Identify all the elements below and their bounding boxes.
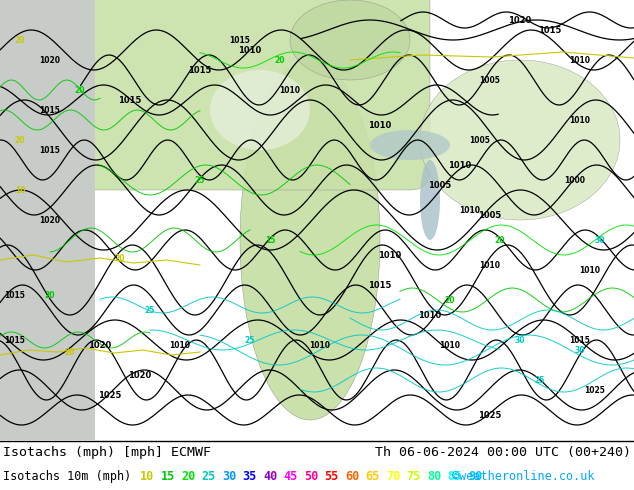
Text: 30: 30 — [222, 469, 236, 483]
Text: 15: 15 — [265, 236, 275, 245]
Text: 25: 25 — [535, 375, 545, 385]
Text: 20: 20 — [181, 469, 195, 483]
Text: 1020: 1020 — [508, 16, 532, 24]
Ellipse shape — [420, 60, 620, 220]
Text: 20: 20 — [15, 35, 25, 45]
Text: 20: 20 — [275, 55, 285, 65]
Text: 30: 30 — [595, 236, 605, 245]
Ellipse shape — [210, 70, 310, 150]
Text: 1010: 1010 — [439, 341, 460, 349]
Ellipse shape — [420, 160, 440, 240]
Text: 1010: 1010 — [378, 250, 401, 260]
Text: 50: 50 — [304, 469, 318, 483]
Text: 10: 10 — [15, 186, 25, 195]
Text: 1010: 1010 — [418, 311, 442, 319]
Text: 1010: 1010 — [169, 341, 190, 349]
Text: 1015: 1015 — [39, 105, 60, 115]
Text: 1000: 1000 — [564, 175, 586, 185]
Text: 30: 30 — [575, 345, 585, 354]
Text: 1015: 1015 — [119, 96, 141, 104]
Text: 1010: 1010 — [569, 116, 590, 124]
Text: 1010: 1010 — [460, 205, 481, 215]
Text: 1010: 1010 — [238, 46, 262, 54]
Text: 1015: 1015 — [4, 291, 25, 299]
Text: 25: 25 — [245, 336, 256, 344]
Text: 1015: 1015 — [4, 336, 25, 344]
Text: 45: 45 — [283, 469, 298, 483]
Text: Isotachs 10m (mph): Isotachs 10m (mph) — [3, 469, 131, 483]
Text: 1010: 1010 — [448, 161, 472, 170]
Text: 55: 55 — [325, 469, 339, 483]
Text: 1015: 1015 — [368, 280, 392, 290]
Text: 90: 90 — [468, 469, 482, 483]
Text: 1015: 1015 — [230, 35, 250, 45]
Text: 15: 15 — [160, 469, 175, 483]
Text: 70: 70 — [386, 469, 400, 483]
Text: 20: 20 — [495, 236, 505, 245]
Text: 65: 65 — [365, 469, 380, 483]
Text: 20: 20 — [444, 295, 455, 304]
Text: 1015: 1015 — [538, 25, 562, 34]
Text: 25: 25 — [195, 175, 205, 185]
Text: 1025: 1025 — [478, 411, 501, 419]
Text: ©weatheronline.co.uk: ©weatheronline.co.uk — [453, 469, 595, 483]
Text: 20: 20 — [65, 347, 75, 357]
Text: Isotachs (mph) [mph] ECMWF: Isotachs (mph) [mph] ECMWF — [3, 445, 211, 459]
Text: 20: 20 — [15, 136, 25, 145]
Text: 75: 75 — [406, 469, 421, 483]
Text: 20: 20 — [45, 291, 55, 299]
Text: 1010: 1010 — [579, 266, 600, 274]
Text: 35: 35 — [242, 469, 257, 483]
Ellipse shape — [240, 60, 380, 420]
Ellipse shape — [290, 0, 410, 80]
Text: 1010: 1010 — [368, 121, 392, 129]
Ellipse shape — [370, 130, 450, 160]
Text: 1020: 1020 — [39, 55, 60, 65]
Text: 40: 40 — [263, 469, 277, 483]
Text: 25: 25 — [145, 305, 155, 315]
Text: 1005: 1005 — [479, 211, 501, 220]
Text: 1020: 1020 — [39, 216, 60, 224]
Text: 1005: 1005 — [479, 75, 500, 84]
Text: 1015: 1015 — [188, 66, 212, 74]
Text: 60: 60 — [345, 469, 359, 483]
Text: 85: 85 — [448, 469, 462, 483]
Text: 1015: 1015 — [39, 146, 60, 154]
Text: 1015: 1015 — [569, 336, 590, 344]
Text: Th 06-06-2024 00:00 UTC (00+240): Th 06-06-2024 00:00 UTC (00+240) — [375, 445, 631, 459]
FancyBboxPatch shape — [70, 0, 430, 190]
Text: 1020: 1020 — [88, 341, 112, 349]
Text: 1005: 1005 — [470, 136, 491, 145]
Text: 1020: 1020 — [128, 370, 152, 379]
FancyBboxPatch shape — [0, 0, 95, 440]
Text: 1010: 1010 — [280, 85, 301, 95]
Text: 25: 25 — [202, 469, 216, 483]
Text: 20: 20 — [75, 85, 85, 95]
Text: 1010: 1010 — [479, 261, 500, 270]
Text: 10: 10 — [140, 469, 154, 483]
Text: 1025: 1025 — [585, 386, 605, 394]
Text: 1010: 1010 — [309, 341, 330, 349]
Text: 30: 30 — [515, 336, 525, 344]
Text: 1005: 1005 — [429, 180, 451, 190]
Text: 1010: 1010 — [569, 55, 590, 65]
Text: 80: 80 — [427, 469, 441, 483]
Text: 20: 20 — [115, 253, 126, 263]
Text: 1025: 1025 — [98, 391, 122, 399]
